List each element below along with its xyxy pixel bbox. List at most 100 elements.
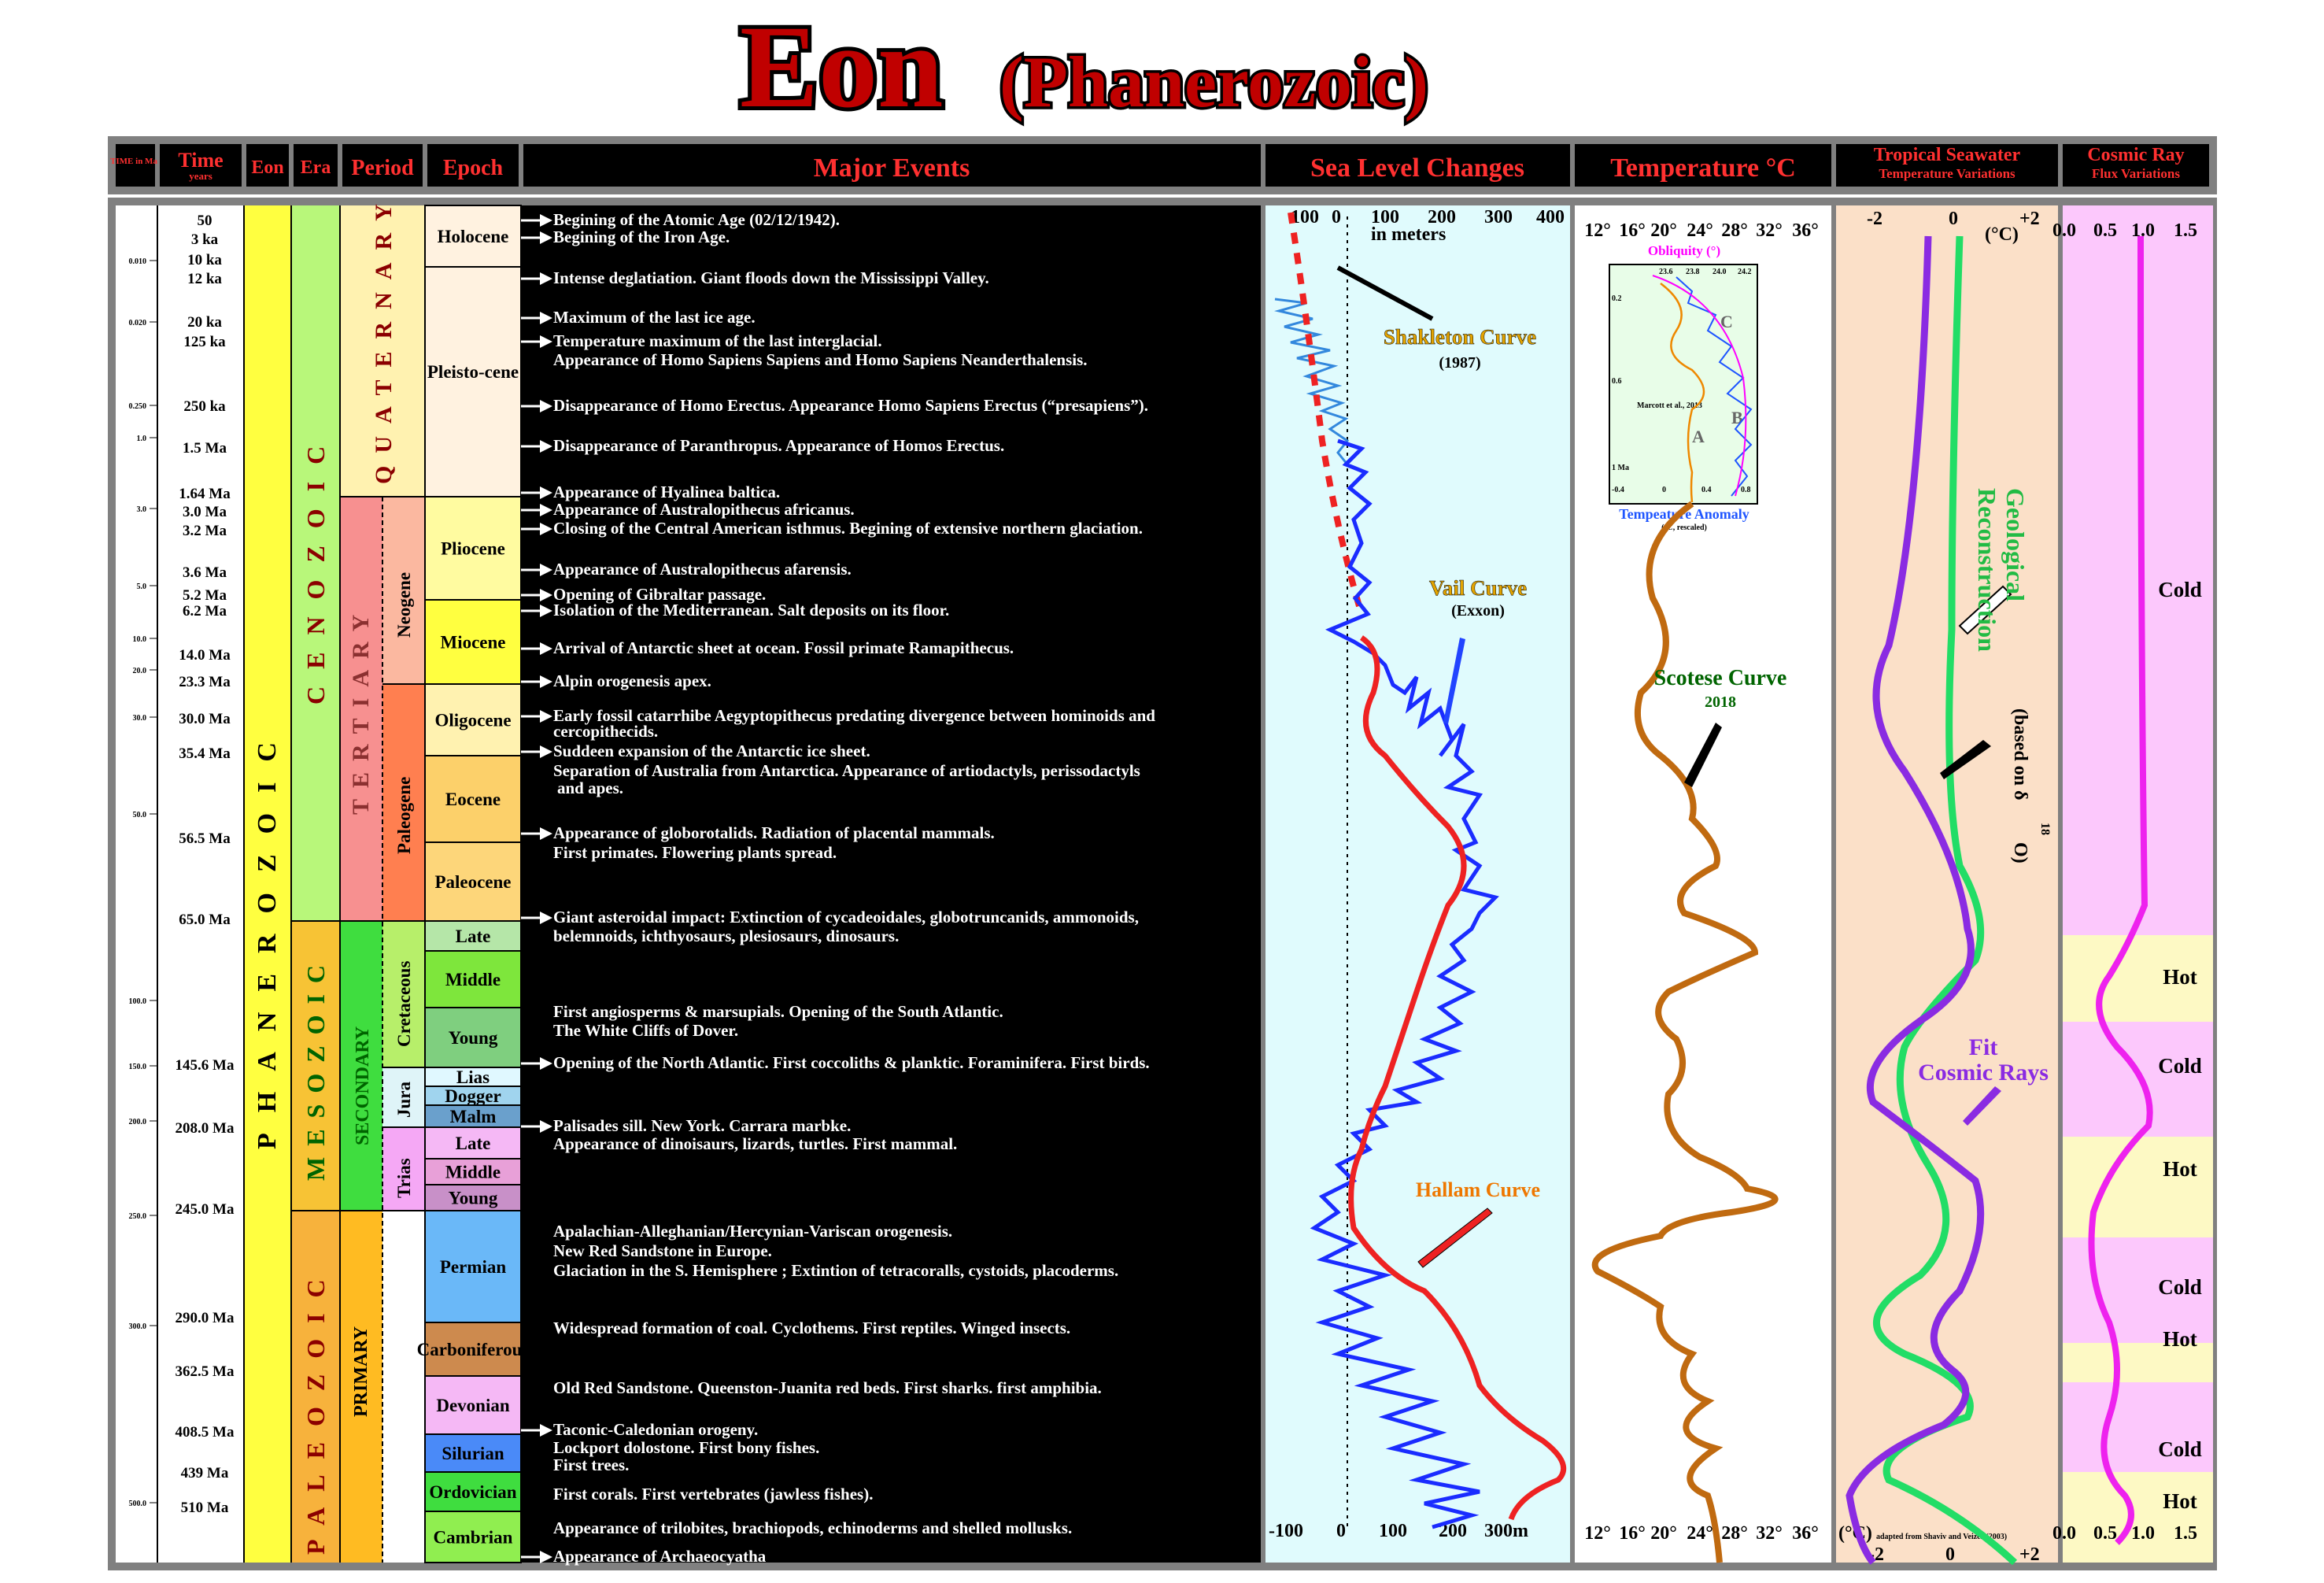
event-text: Temperature maximum of the last intergla…: [553, 331, 882, 350]
epoch-label: Middle: [445, 970, 501, 989]
cosmic-top-tick-4: 1.5: [2174, 220, 2197, 241]
cosmic-axis: 0.0 0.5 1.0 1.5 0.0 0.5 1.0 1.5: [2052, 220, 2197, 1544]
period-primary: [340, 1211, 382, 1563]
event-arrow: [540, 400, 552, 412]
event-arrow: [540, 745, 552, 758]
hdr-time-ma: TIME in Ma: [110, 157, 157, 166]
time-label: 23.3 Ma: [179, 674, 231, 690]
band-8: Hot: [2163, 1489, 2197, 1513]
sub-neogene: [382, 497, 425, 684]
epoch-label-a: Pleisto-cene: [427, 362, 519, 382]
inset-x-3: 0.4: [1701, 486, 1712, 494]
scale-tick: 20.0: [133, 667, 147, 675]
scotese-arrow: [1684, 723, 1722, 787]
epoch-cell: [424, 1067, 522, 1087]
column-frame-lines: [1261, 205, 2063, 1563]
temp-top-tick: 12°: [1584, 220, 1611, 241]
time-label: 362.5 Ma: [176, 1363, 235, 1380]
epoch-cell: [424, 1184, 522, 1211]
delta-arrow: [1940, 740, 1991, 779]
vail-label: Vail Curve: [1429, 576, 1527, 600]
shackleton-dashed: [1288, 212, 1365, 616]
epoch-cell: [424, 599, 522, 685]
event-arrow: [540, 1424, 552, 1437]
tropical-column: [1834, 205, 2060, 1563]
event-arrow: [540, 912, 552, 924]
event-text: Disappearance of Paranthropus. Appearanc…: [553, 436, 1004, 455]
inset-letter-a: A: [1692, 427, 1705, 446]
epoch-cell: [424, 1322, 522, 1377]
events-column: [521, 205, 1263, 1563]
shackleton-label: Shakleton Curve: [1384, 325, 1536, 349]
temp-bot-tick: 36°: [1792, 1523, 1819, 1544]
event-text: belemnoids, ichthyosaurs, plesiosaurs, d…: [553, 926, 899, 945]
epoch-cell: [424, 950, 522, 1008]
sub-trias-label: Trias: [394, 1158, 414, 1198]
band-1: Cold: [2158, 578, 2202, 601]
trop-top-tick-1: -2: [1867, 209, 1882, 229]
event-arrow: [540, 675, 552, 688]
vail-arrow: [1443, 638, 1465, 724]
inset-ob-tick-4: 24.2: [1738, 268, 1752, 276]
epoch-cell: [424, 1511, 522, 1563]
event-text: First corals. First vertebrates (jawless…: [553, 1485, 873, 1503]
inset-x-2: 0: [1662, 486, 1666, 494]
time-label: 20 ka: [187, 314, 222, 331]
era-cenozoic: [291, 205, 340, 921]
time-label: 6.2 Ma: [183, 603, 227, 620]
time-label: 12 ka: [187, 271, 222, 287]
time-label: 290.0 Ma: [176, 1310, 235, 1326]
event-text: First trees.: [553, 1455, 629, 1474]
event-arrow: [540, 1120, 552, 1133]
temp-bot-tick: 24°: [1687, 1523, 1713, 1544]
band-4: Hot: [2163, 1157, 2197, 1181]
cosmic-top-tick-2: 0.5: [2093, 220, 2117, 241]
cosmic-fit-curve: [1846, 235, 1985, 1565]
event-text: Closing of the Central American isthmus.…: [553, 519, 1143, 538]
event-text: The White Cliffs of Dover.: [553, 1021, 738, 1040]
epoch-label: Pliocene: [441, 539, 505, 559]
epoch-label: Dogger: [445, 1086, 501, 1106]
era-mesozoic: [291, 921, 340, 1211]
event-text: Giant asteroidal impact: Extinction of c…: [553, 908, 1139, 926]
event-text: cercopithecids.: [553, 722, 658, 741]
hdr-temp: Temperature °C: [1610, 153, 1796, 183]
time-label: 408.5 Ma: [176, 1424, 235, 1441]
inset-x-4: 0.8: [1741, 486, 1751, 494]
event-text: Appearance of globorotalids. Radiation o…: [553, 823, 995, 842]
temp-top-tick: 36°: [1792, 220, 1819, 241]
event-arrow: [540, 335, 552, 348]
geo-label: Geological: [2001, 488, 2030, 601]
event-text: Opening of Gibraltar passage.: [553, 585, 766, 604]
event-arrow: [540, 710, 552, 723]
eon-label: PHANEROZOIC: [253, 722, 282, 1149]
vail-curve: [1310, 438, 1499, 1529]
sub-trias: [382, 1127, 425, 1211]
time-label: 35.4 Ma: [179, 745, 231, 762]
tropical-axis: -2 0 +2 (°C) (°C) adapted from Shaviv an…: [1838, 209, 2040, 1565]
period-primary-label: PRIMARY: [351, 1326, 371, 1417]
temp-top-tick: 32°: [1756, 220, 1783, 241]
vail-sub: (Exxon): [1451, 602, 1505, 620]
cosmic-bot-tick-3: 1.0: [2131, 1523, 2155, 1544]
time-label: 56.5 Ma: [179, 830, 231, 847]
event-text: Widespread formation of coal. Cyclothems…: [553, 1319, 1070, 1337]
event-text: Maximum of the last ice age.: [553, 308, 756, 327]
inset-y-1: 0.2: [1612, 294, 1622, 303]
temp-bot-tick: 12°: [1584, 1523, 1611, 1544]
time-label: 5.2 Ma: [183, 587, 227, 604]
scale-tick: 0.010: [129, 257, 147, 266]
time-label: 30.0 Ma: [179, 711, 231, 727]
event-arrow: [540, 589, 552, 601]
inset-caption-sub: (°C, rescaled): [1661, 523, 1707, 532]
event-arrow: [540, 827, 552, 840]
band-7: Cold: [2158, 1437, 2202, 1461]
epoch-cell: [424, 683, 522, 756]
sea-column: [1263, 205, 1572, 1563]
band-6: Hot: [2163, 1327, 2197, 1351]
event-text: First angiosperms & marsupials. Opening …: [553, 1002, 1003, 1021]
hdr-events: Major Events: [814, 153, 970, 183]
sea-top-tick-4: 200: [1428, 207, 1456, 227]
inset-y-2: 0.6: [1612, 377, 1622, 386]
time-labels: 50 3 ka 10 ka 12 ka 20 ka 125 ka 250 ka 1.5 Ma 1…: [176, 213, 235, 1516]
